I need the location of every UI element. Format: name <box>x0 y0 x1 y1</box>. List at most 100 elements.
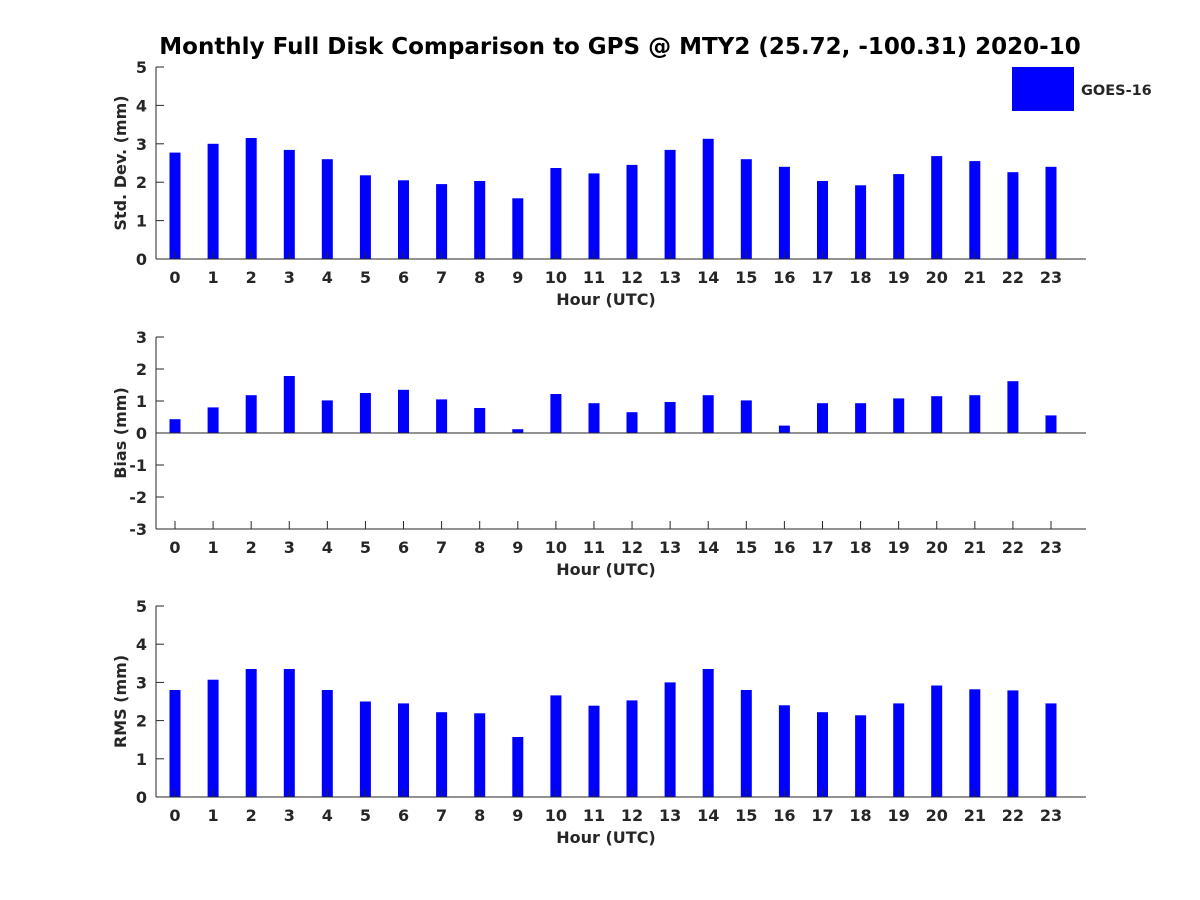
bar-rms-16 <box>778 705 790 797</box>
bar-bias-12 <box>626 412 638 433</box>
bar-std-19 <box>893 174 905 259</box>
x-tick-label: 6 <box>398 806 409 825</box>
bar-std-4 <box>321 159 333 259</box>
bar-rms-3 <box>283 669 295 797</box>
bar-bias-2 <box>245 395 257 433</box>
x-tick-label: 20 <box>926 538 948 557</box>
bar-bias-4 <box>321 400 333 433</box>
legend-label: GOES-16 <box>1081 83 1152 99</box>
bar-rms-4 <box>321 690 333 797</box>
x-tick-label: 22 <box>1002 268 1024 287</box>
bar-rms-19 <box>893 703 905 797</box>
bar-std-12 <box>626 164 638 259</box>
x-tick-label: 7 <box>436 268 447 287</box>
x-tick-label: 4 <box>322 268 333 287</box>
x-tick-label: 13 <box>659 806 681 825</box>
x-tick-label: 6 <box>398 538 409 557</box>
y-tick-label: -2 <box>129 488 147 507</box>
bar-bias-11 <box>588 403 600 433</box>
x-tick-label: 17 <box>811 806 833 825</box>
x-tick-label: 14 <box>697 806 719 825</box>
bar-rms-0 <box>169 690 181 797</box>
x-tick-label: 1 <box>208 538 219 557</box>
bar-bias-9 <box>512 429 524 433</box>
y-tick-label: 2 <box>136 712 147 731</box>
bar-rms-10 <box>550 695 562 797</box>
bar-rms-2 <box>245 669 257 797</box>
bar-rms-6 <box>398 703 409 797</box>
x-tick-label: 21 <box>964 806 986 825</box>
bar-bias-14 <box>702 395 714 433</box>
bar-rms-11 <box>588 705 600 797</box>
x-tick-label: 2 <box>246 806 257 825</box>
y-tick-label: 4 <box>136 635 147 654</box>
x-tick-label: 5 <box>360 806 371 825</box>
x-tick-label: 10 <box>545 538 567 557</box>
bar-std-1 <box>207 143 219 259</box>
x-tick-label: 8 <box>474 538 485 557</box>
bar-bias-3 <box>283 376 295 433</box>
x-tick-label: 3 <box>284 538 295 557</box>
bar-std-6 <box>398 180 409 259</box>
x-tick-label: 22 <box>1002 806 1024 825</box>
x-tick-label: 11 <box>583 806 605 825</box>
bar-rms-23 <box>1045 703 1057 797</box>
x-tick-label: 17 <box>811 538 833 557</box>
x-tick-label: 5 <box>360 268 371 287</box>
bar-bias-16 <box>778 425 790 433</box>
x-tick-label: 12 <box>621 538 643 557</box>
bar-bias-22 <box>1007 381 1019 433</box>
bar-rms-17 <box>817 712 828 797</box>
y-tick-label: 1 <box>136 392 147 411</box>
bar-rms-21 <box>969 689 981 797</box>
x-tick-label: 19 <box>888 268 910 287</box>
y-tick-label: 0 <box>136 250 147 269</box>
bar-rms-15 <box>740 690 752 797</box>
x-axis-label: Hour (UTC) <box>556 828 656 847</box>
x-tick-label: 9 <box>512 538 523 557</box>
y-tick-label: -1 <box>129 456 147 475</box>
bar-std-9 <box>512 198 524 259</box>
bar-std-8 <box>474 181 486 259</box>
x-tick-label: 16 <box>773 806 795 825</box>
bar-bias-8 <box>474 408 486 433</box>
x-tick-label: 2 <box>246 268 257 287</box>
x-tick-label: 21 <box>964 268 986 287</box>
x-tick-label: 7 <box>436 538 447 557</box>
x-tick-label: 18 <box>849 806 871 825</box>
y-tick-label: 5 <box>136 58 147 77</box>
x-tick-label: 8 <box>474 268 485 287</box>
x-tick-label: 0 <box>169 268 180 287</box>
x-axis-label: Hour (UTC) <box>556 290 656 309</box>
x-tick-label: 13 <box>659 538 681 557</box>
x-tick-label: 10 <box>545 268 567 287</box>
x-tick-label: 15 <box>735 268 757 287</box>
x-tick-label: 18 <box>849 268 871 287</box>
x-tick-label: 3 <box>284 806 295 825</box>
bar-bias-1 <box>207 407 219 433</box>
x-tick-label: 4 <box>322 538 333 557</box>
y-tick-label: 3 <box>136 673 147 692</box>
bar-bias-23 <box>1045 415 1057 433</box>
bar-rms-14 <box>702 669 714 797</box>
bar-rms-18 <box>855 715 867 797</box>
bar-rms-9 <box>512 737 524 797</box>
x-tick-label: 20 <box>926 268 948 287</box>
x-tick-label: 23 <box>1040 268 1062 287</box>
x-tick-label: 16 <box>773 268 795 287</box>
x-tick-label: 3 <box>284 268 295 287</box>
bar-rms-7 <box>436 712 448 797</box>
y-tick-label: 5 <box>136 597 147 616</box>
x-tick-label: 9 <box>512 806 523 825</box>
x-tick-label: 19 <box>888 538 910 557</box>
x-tick-label: 0 <box>169 538 180 557</box>
bar-std-11 <box>588 173 600 259</box>
x-tick-label: 7 <box>436 806 447 825</box>
x-tick-label: 11 <box>583 268 605 287</box>
x-tick-label: 1 <box>208 268 219 287</box>
x-tick-label: 15 <box>735 806 757 825</box>
bar-std-17 <box>817 181 828 259</box>
